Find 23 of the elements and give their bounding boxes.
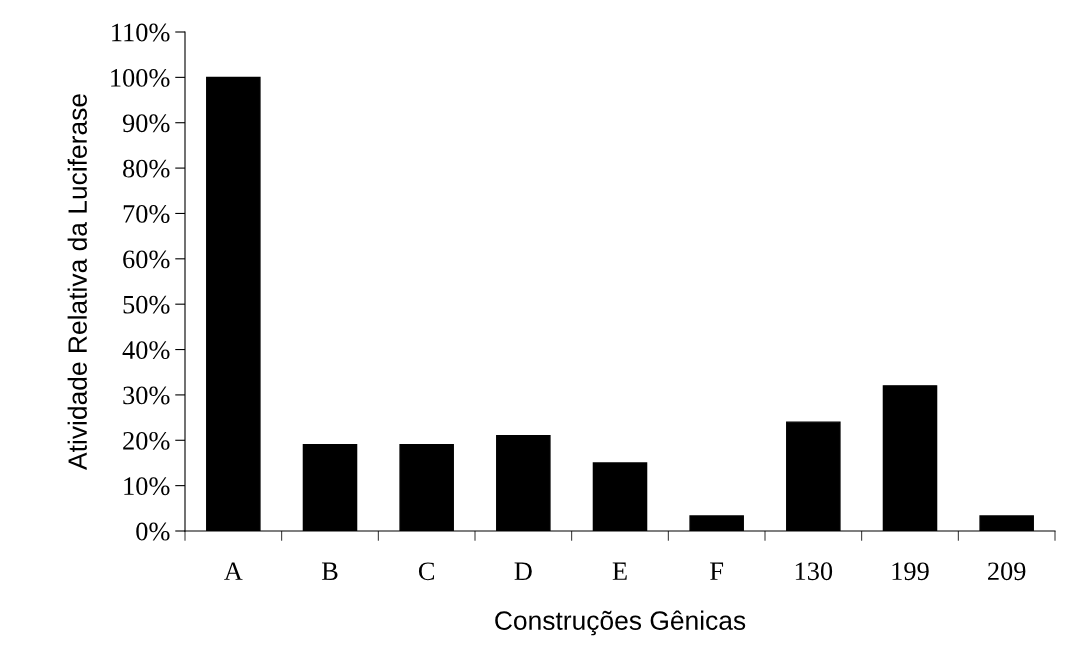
x-tick-label: C xyxy=(418,562,435,581)
y-tick-label: 20% xyxy=(123,431,170,450)
y-tick-label: 40% xyxy=(122,341,170,360)
x-tick-label: B xyxy=(321,562,338,580)
y-tick-label: 50% xyxy=(123,295,170,314)
y-tick-label: 30% xyxy=(123,386,170,405)
x-tick-label: F xyxy=(710,562,724,580)
x-tick-label: A xyxy=(224,562,243,580)
y-tick-label: 0% xyxy=(136,522,170,541)
x-tick-label: E xyxy=(612,562,627,580)
y-tick-label: 80% xyxy=(123,159,170,178)
x-tick-label: 130 xyxy=(795,562,833,581)
y-tick-label: 70% xyxy=(123,205,170,223)
x-tick-label: D xyxy=(514,562,532,580)
y-tick-label: 10% xyxy=(124,477,170,496)
y-tick-label: 110% xyxy=(112,23,170,42)
y-tick-label: 60% xyxy=(123,250,170,269)
y-axis-title: Atividade Relativa da Luciferase xyxy=(67,94,87,470)
x-tick-label: 199 xyxy=(892,562,929,581)
x-axis-title: Construções Gênicas xyxy=(495,610,746,636)
y-tick-label: 90% xyxy=(122,114,170,133)
y-tick-label: 100% xyxy=(111,68,170,87)
x-tick-label: 209 xyxy=(988,562,1026,581)
